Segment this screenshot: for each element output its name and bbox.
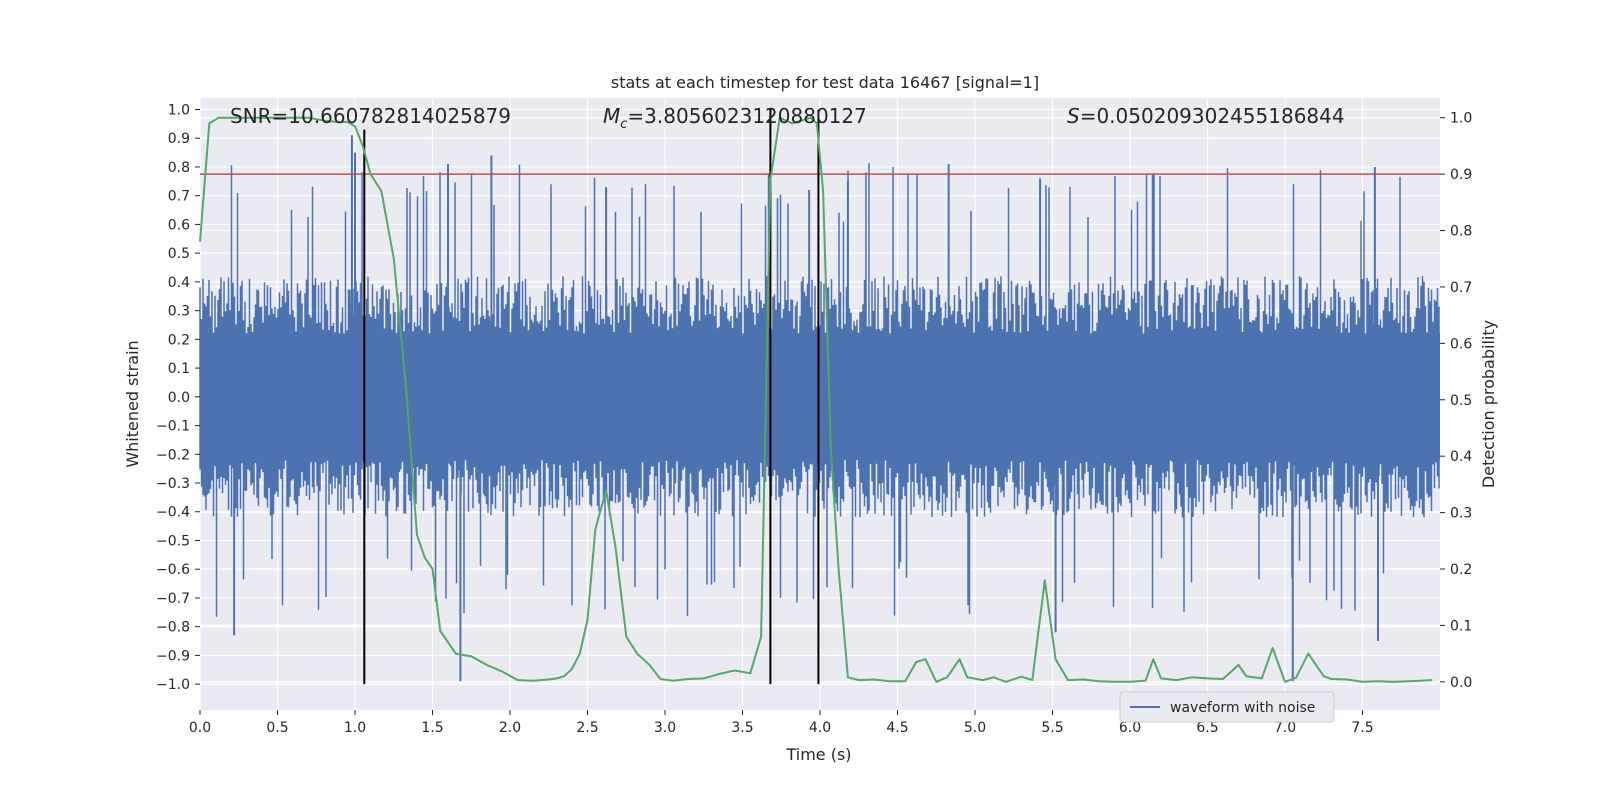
y-left-tick-label: −0.1: [156, 419, 190, 435]
y-left-tick-label: −0.5: [156, 533, 190, 549]
y-right-tick-label: 0.4: [1450, 449, 1472, 465]
mc-annotation: Mc=3.8056023120880127: [603, 104, 867, 132]
y-right-tick-label: 0.9: [1450, 167, 1472, 183]
x-axis-ticks: 0.0 0.5 1.0 1.5 2.0 2.5 3.0 3.5 4.0 4.5 5.0 5.5 6.0 6…: [189, 710, 1374, 736]
x-tick-label: 1.5: [421, 720, 443, 736]
x-tick-label: 5.0: [964, 720, 986, 736]
y-left-tick-label: 0.3: [168, 304, 190, 320]
y-right-tick-label: 0.2: [1450, 562, 1472, 578]
y-left-tick-label: −0.8: [156, 620, 190, 636]
x-tick-label: 4.5: [886, 720, 908, 736]
y-right-tick-label: 0.1: [1450, 618, 1472, 634]
y-right-tick-label: 0.7: [1450, 280, 1472, 296]
y-right-tick-label: 0.0: [1450, 675, 1472, 691]
y-left-tick-label: 0.2: [168, 332, 190, 348]
s-symbol: S: [1067, 104, 1080, 128]
y-left-tick-label: −1.0: [156, 677, 190, 693]
y-right-tick-label: 0.3: [1450, 506, 1472, 522]
mc-value: =3.8056023120880127: [627, 104, 866, 128]
x-axis-label: Time (s): [785, 745, 851, 764]
y-left-tick-label: −0.2: [156, 447, 190, 463]
y-right-tick-label: 0.5: [1450, 393, 1472, 409]
y-left-tick-label: 0.8: [168, 160, 190, 176]
y-right-ticks: 1.0 0.9 0.8 0.7 0.6 0.5 0.4 0.3 0.2 0.1 0.0: [1440, 111, 1472, 691]
y-left-tick-label: −0.3: [156, 476, 190, 492]
x-tick-label: 3.5: [731, 720, 753, 736]
legend: waveform with noise: [1119, 691, 1335, 723]
waveform-dense-band: [200, 333, 1440, 461]
legend-box: [1119, 691, 1335, 723]
y-left-tick-label: 1.0: [168, 102, 190, 118]
y-right-tick-label: 0.6: [1450, 336, 1472, 352]
y-left-tick-label: 0.9: [168, 131, 190, 147]
y-left-tick-label: −0.7: [156, 591, 190, 607]
s-annotation: S=0.050209302455186844: [1067, 104, 1345, 128]
y-left-tick-label: 0.0: [168, 390, 190, 406]
y-left-ticks: 1.0 0.9 0.8 0.7 0.6 0.5 0.4 0.3 0.2 0.1 0.0 −0.1 −0.…: [156, 102, 200, 693]
snr-annotation: SNR=10.660782814025879: [230, 104, 511, 128]
chart-title: stats at each timestep for test data 164…: [611, 73, 1039, 92]
x-tick-label: 1.0: [344, 720, 366, 736]
y-left-tick-label: 0.4: [168, 275, 190, 291]
y-left-tick-label: 0.6: [168, 217, 190, 233]
x-tick-label: 6.0: [1119, 720, 1141, 736]
y-left-tick-label: −0.4: [156, 505, 190, 521]
waveform-peaks: [233, 135, 1379, 682]
detection-probability-line: [199, 116, 1433, 683]
x-tick-label: 4.0: [809, 720, 831, 736]
s-value: =0.050209302455186844: [1080, 104, 1345, 128]
x-tick-label: 0.0: [189, 720, 211, 736]
y-left-tick-label: −0.6: [156, 562, 190, 578]
x-tick-label: 3.0: [654, 720, 676, 736]
y-right-tick-label: 0.8: [1450, 224, 1472, 240]
y-left-tick-label: 0.7: [168, 189, 190, 205]
y-left-tick-label: 0.5: [168, 246, 190, 262]
x-tick-label: 5.5: [1041, 720, 1063, 736]
x-tick-label: 2.5: [576, 720, 598, 736]
x-tick-label: 2.0: [499, 720, 521, 736]
legend-label: waveform with noise: [1170, 700, 1315, 716]
x-tick-label: 6.5: [1196, 720, 1218, 736]
y-right-tick-label: 1.0: [1450, 111, 1472, 127]
x-tick-label: 0.5: [266, 720, 288, 736]
y-left-tick-label: −0.9: [156, 648, 190, 664]
y-right-axis-label: Detection probability: [1479, 320, 1498, 488]
mc-subscript: c: [620, 117, 627, 132]
y-left-axis-label: Whitened strain: [123, 340, 142, 467]
x-tick-label: 7.0: [1274, 720, 1296, 736]
y-left-tick-label: 0.1: [168, 361, 190, 377]
x-tick-label: 7.5: [1351, 720, 1373, 736]
mc-symbol: M: [603, 104, 620, 128]
